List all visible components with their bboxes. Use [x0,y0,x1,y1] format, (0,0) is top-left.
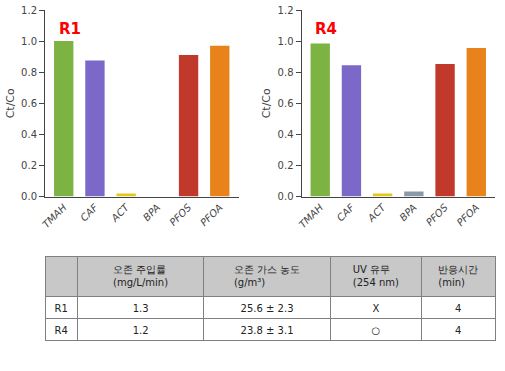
svg-text:R1: R1 [55,303,68,314]
svg-text:1.2: 1.2 [133,325,149,336]
svg-text:23.8 ± 3.1: 23.8 ± 3.1 [241,325,294,336]
svg-text:0.2: 0.2 [278,160,294,171]
svg-text:0.4: 0.4 [278,129,294,140]
svg-text:UV 유무(254 nm): UV 유무(254 nm) [353,264,399,288]
svg-text:ACT: ACT [109,201,132,224]
svg-text:BPA: BPA [141,202,162,223]
svg-text:1.2: 1.2 [278,5,294,16]
svg-text:1.3: 1.3 [133,303,149,314]
svg-text:1.2: 1.2 [21,5,37,16]
svg-text:0.0: 0.0 [278,191,294,202]
svg-text:PFOA: PFOA [198,202,225,229]
svg-text:Ct/Co: Ct/Co [260,88,273,118]
svg-text:BPA: BPA [397,202,418,223]
svg-text:CAF: CAF [335,202,357,224]
svg-text:X: X [372,303,379,314]
svg-text:0.4: 0.4 [21,129,37,140]
svg-text:R4: R4 [315,20,337,38]
svg-text:0.2: 0.2 [21,160,37,171]
svg-text:TMAH: TMAH [297,201,326,230]
svg-text:ACT: ACT [365,201,388,224]
svg-text:25.6 ± 2.3: 25.6 ± 2.3 [241,303,294,314]
svg-text:4: 4 [455,325,461,336]
svg-text:0.8: 0.8 [21,67,37,78]
svg-text:0.6: 0.6 [21,98,37,109]
svg-text:CAF: CAF [78,202,100,224]
svg-text:1.0: 1.0 [21,36,37,47]
svg-text:0.0: 0.0 [21,191,37,202]
svg-text:PFOS: PFOS [424,201,451,228]
svg-text:PFOA: PFOA [455,202,482,229]
svg-text:○: ○ [372,325,381,336]
svg-text:반응시간(min): 반응시간(min) [438,264,478,288]
svg-text:0.6: 0.6 [278,98,294,109]
svg-text:오존 주입률(mg/L/min): 오존 주입률(mg/L/min) [113,264,168,288]
svg-text:Ct/Co: Ct/Co [4,88,17,118]
svg-text:R4: R4 [55,325,68,336]
svg-text:PFOS: PFOS [167,201,194,228]
svg-text:1.0: 1.0 [278,36,294,47]
svg-text:R1: R1 [59,20,81,38]
svg-text:TMAH: TMAH [40,201,69,230]
svg-text:4: 4 [455,303,461,314]
svg-text:0.8: 0.8 [278,67,294,78]
svg-text:오존 가스 농도(g/m³): 오존 가스 농도(g/m³) [234,264,300,288]
